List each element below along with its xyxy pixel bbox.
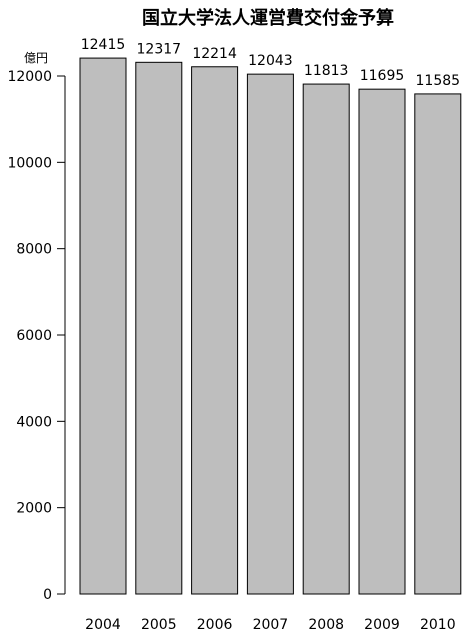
bar-2006 [192, 67, 238, 594]
data-label-2010: 11585 [416, 73, 461, 89]
x-tick-label-2010: 2010 [420, 617, 456, 633]
data-label-2006: 12214 [192, 46, 237, 62]
bars [80, 58, 461, 594]
data-label-2007: 12043 [248, 53, 293, 69]
bar-2008 [303, 84, 349, 594]
x-tick-label-2007: 2007 [253, 617, 289, 633]
x-axis-labels: 2004 2005 2006 2007 2008 2009 2010 [85, 617, 455, 633]
x-tick-label-2005: 2005 [141, 617, 177, 633]
chart-title: 国立大学法人運営費交付金予算 [142, 7, 394, 29]
bar-2010 [415, 94, 461, 594]
data-label-2008: 11813 [304, 63, 349, 79]
x-tick-label-2004: 2004 [85, 617, 121, 633]
x-tick-label-2009: 2009 [364, 617, 400, 633]
x-tick-label-2006: 2006 [197, 617, 233, 633]
bar-2004 [80, 58, 126, 594]
y-tick-label: 12000 [7, 69, 52, 85]
bar-2005 [136, 62, 182, 594]
y-tick-label: 8000 [16, 242, 52, 258]
y-tick-label: 6000 [16, 328, 52, 344]
y-tick-label: 2000 [16, 501, 52, 517]
y-axis-unit-label: 億円 [24, 51, 48, 65]
data-label-2009: 11695 [360, 68, 405, 84]
data-label-2005: 12317 [137, 41, 182, 57]
bar-2009 [359, 89, 405, 594]
data-label-2004: 12415 [81, 37, 126, 53]
y-tick-label: 4000 [16, 414, 52, 430]
y-tick-label: 0 [43, 587, 52, 603]
x-tick-label-2008: 2008 [308, 617, 344, 633]
y-axis: 0 2000 4000 6000 8000 10000 12000 [7, 69, 65, 603]
bar-2007 [247, 74, 293, 594]
y-tick-label: 10000 [7, 155, 52, 171]
